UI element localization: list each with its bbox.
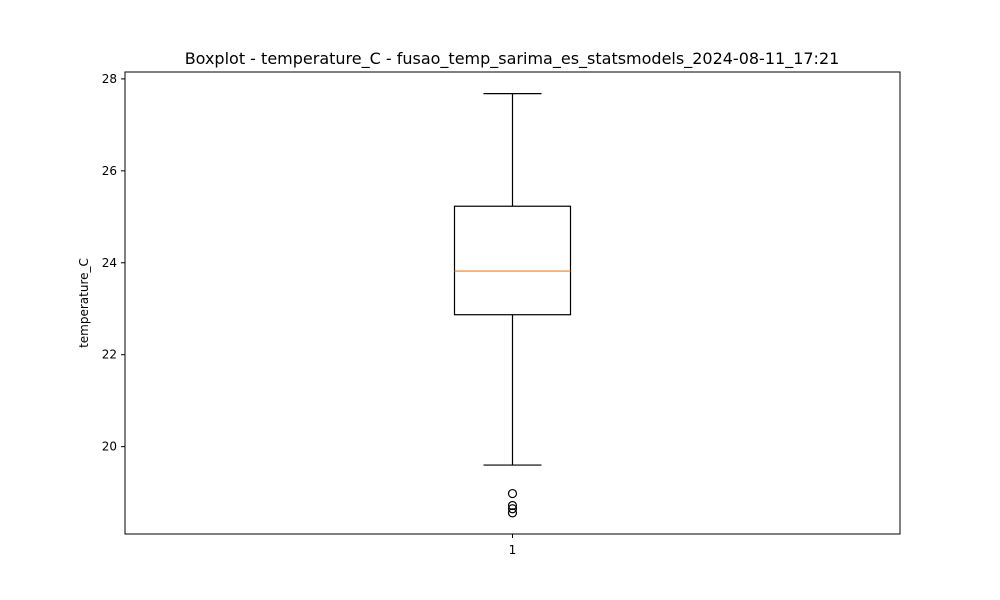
y-tick-label: 26 [102, 164, 117, 178]
y-axis: 20 22 24 26 28 [102, 72, 125, 454]
outlier-point [507, 488, 518, 499]
y-tick-label: 20 [102, 440, 117, 454]
y-tick-label: 28 [102, 72, 117, 86]
outlier-point [507, 500, 518, 511]
boxes [453, 93, 572, 518]
y-tick-label: 24 [102, 256, 117, 270]
y-axis-label: temperature_C [77, 258, 91, 348]
outlier-point [507, 504, 518, 514]
y-tick-label: 22 [102, 348, 117, 362]
chart-title: Boxplot - temperature_C - fusao_temp_sar… [185, 49, 840, 69]
x-tick-label: 1 [509, 543, 517, 557]
plot-frame [124, 71, 901, 535]
x-axis: 1 [509, 534, 517, 557]
outlier-point [507, 508, 518, 518]
iqr-box [453, 205, 572, 316]
